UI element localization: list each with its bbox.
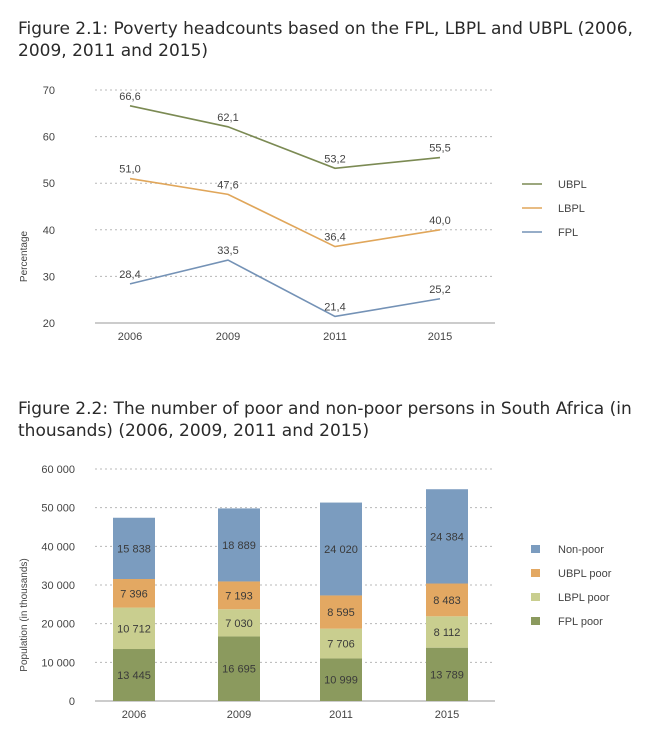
- bar-value-label: 8 595: [327, 607, 355, 619]
- legend-label: UBPL poor: [558, 568, 612, 580]
- legend-label: UBPL: [558, 179, 587, 191]
- y-tick-label: 40 000: [41, 541, 75, 553]
- bar-segment-lbpl-poor: [426, 616, 468, 648]
- data-label: 40,0: [429, 215, 450, 227]
- data-label: 25,2: [429, 284, 450, 296]
- x-tick-label: 2015: [435, 709, 459, 721]
- poverty-headcount-line-chart: 20 30 40 50 60 70 2006 2009 2011 2015 Percentage 66…: [19, 85, 587, 343]
- bar-value-label: 8 112: [434, 627, 461, 639]
- bar-segment-non-poor: [320, 502, 362, 596]
- bar-segment-fpl-poor: [113, 649, 155, 701]
- y-tick-label: 30: [43, 271, 55, 283]
- y-tick-label: 50: [43, 178, 55, 190]
- bar-value-label: 15 838: [117, 543, 151, 555]
- bar-segment-fpl-poor: [320, 658, 362, 701]
- bar-segment-ubpl-poor: [426, 583, 468, 617]
- bar-value-label: 13 445: [117, 670, 151, 682]
- x-tick-label: 2009: [227, 709, 251, 721]
- legend-swatch: [531, 545, 540, 553]
- data-label: 36,4: [324, 232, 345, 244]
- figure-2-2-title: Figure 2.2: The number of poor and non-p…: [18, 399, 632, 441]
- x-tick-label: 2011: [323, 331, 347, 343]
- y-tick-label: 70: [43, 85, 55, 97]
- bar-value-label: 10 712: [117, 623, 151, 635]
- data-label: 51,0: [119, 164, 140, 176]
- bar-value-label: 7 706: [327, 639, 355, 651]
- x-tick-label: 2006: [118, 331, 142, 343]
- bar-segment-ubpl-poor: [320, 595, 362, 629]
- bar-segment-ubpl-poor: [113, 578, 155, 608]
- bar-segment-non-poor: [218, 508, 260, 582]
- data-label: 21,4: [324, 301, 345, 313]
- bar-segment-fpl-poor: [218, 636, 260, 701]
- bar-value-label: 24 384: [430, 531, 464, 543]
- y-tick-label: 50 000: [41, 503, 75, 515]
- bar-segment-ubpl-poor: [218, 581, 260, 610]
- legend-swatch: [531, 569, 540, 577]
- bar-value-label: 7 030: [225, 618, 253, 630]
- bar-value-label: 24 020: [324, 544, 358, 556]
- data-label: 33,5: [217, 245, 238, 257]
- bar-segment-lbpl-poor: [113, 607, 155, 650]
- series-line-lbpl: [129, 177, 441, 248]
- figure-2-1-title: Figure 2.1: Poverty headcounts based on …: [18, 19, 633, 61]
- series-line-fpl: [129, 259, 441, 318]
- legend-swatch: [531, 593, 540, 601]
- data-label: 47,6: [217, 179, 238, 191]
- legend-label: FPL poor: [558, 616, 603, 628]
- data-label: 53,2: [324, 153, 345, 165]
- y-tick-label: 30 000: [41, 580, 75, 592]
- bar-segment-fpl-poor: [426, 647, 468, 701]
- legend-label: LBPL: [558, 203, 585, 215]
- data-label: 62,1: [217, 112, 238, 124]
- data-label: 66,6: [119, 91, 140, 103]
- data-label: 28,4: [119, 269, 140, 281]
- legend-swatch: [531, 617, 540, 625]
- bar-value-label: 7 396: [120, 588, 148, 600]
- y-tick-label: 0: [69, 696, 75, 708]
- legend-label: FPL: [558, 227, 578, 239]
- y-tick-label: 60 000: [41, 464, 75, 476]
- data-label: 55,5: [429, 143, 450, 155]
- bar-value-label: 10 999: [324, 675, 358, 687]
- bar-segment-lbpl-poor: [320, 628, 362, 659]
- bar-value-label: 8 483: [433, 595, 461, 607]
- y-tick-label: 60: [43, 132, 55, 144]
- y-axis-label: Percentage: [19, 230, 30, 282]
- y-tick-label: 10 000: [41, 657, 75, 669]
- y-tick-label: 20: [43, 318, 55, 330]
- bar-value-label: 18 889: [222, 540, 256, 552]
- y-tick-label: 20 000: [41, 619, 75, 631]
- bar-segment-lbpl-poor: [218, 609, 260, 637]
- series-line-ubpl: [129, 105, 441, 170]
- x-tick-label: 2011: [329, 709, 353, 721]
- y-axis-label: Population (in thousands): [19, 558, 30, 671]
- x-tick-label: 2006: [122, 709, 146, 721]
- legend-label: Non-poor: [558, 544, 604, 556]
- bar-value-label: 13 789: [430, 669, 464, 681]
- bar-segment-non-poor: [113, 517, 155, 579]
- legend-label: LBPL poor: [558, 592, 610, 604]
- x-tick-label: 2015: [428, 331, 452, 343]
- y-tick-label: 40: [43, 225, 55, 237]
- x-tick-label: 2009: [216, 331, 240, 343]
- bar-segment-non-poor: [426, 489, 468, 584]
- bar-value-label: 16 695: [222, 664, 256, 676]
- bar-value-label: 7 193: [225, 590, 253, 602]
